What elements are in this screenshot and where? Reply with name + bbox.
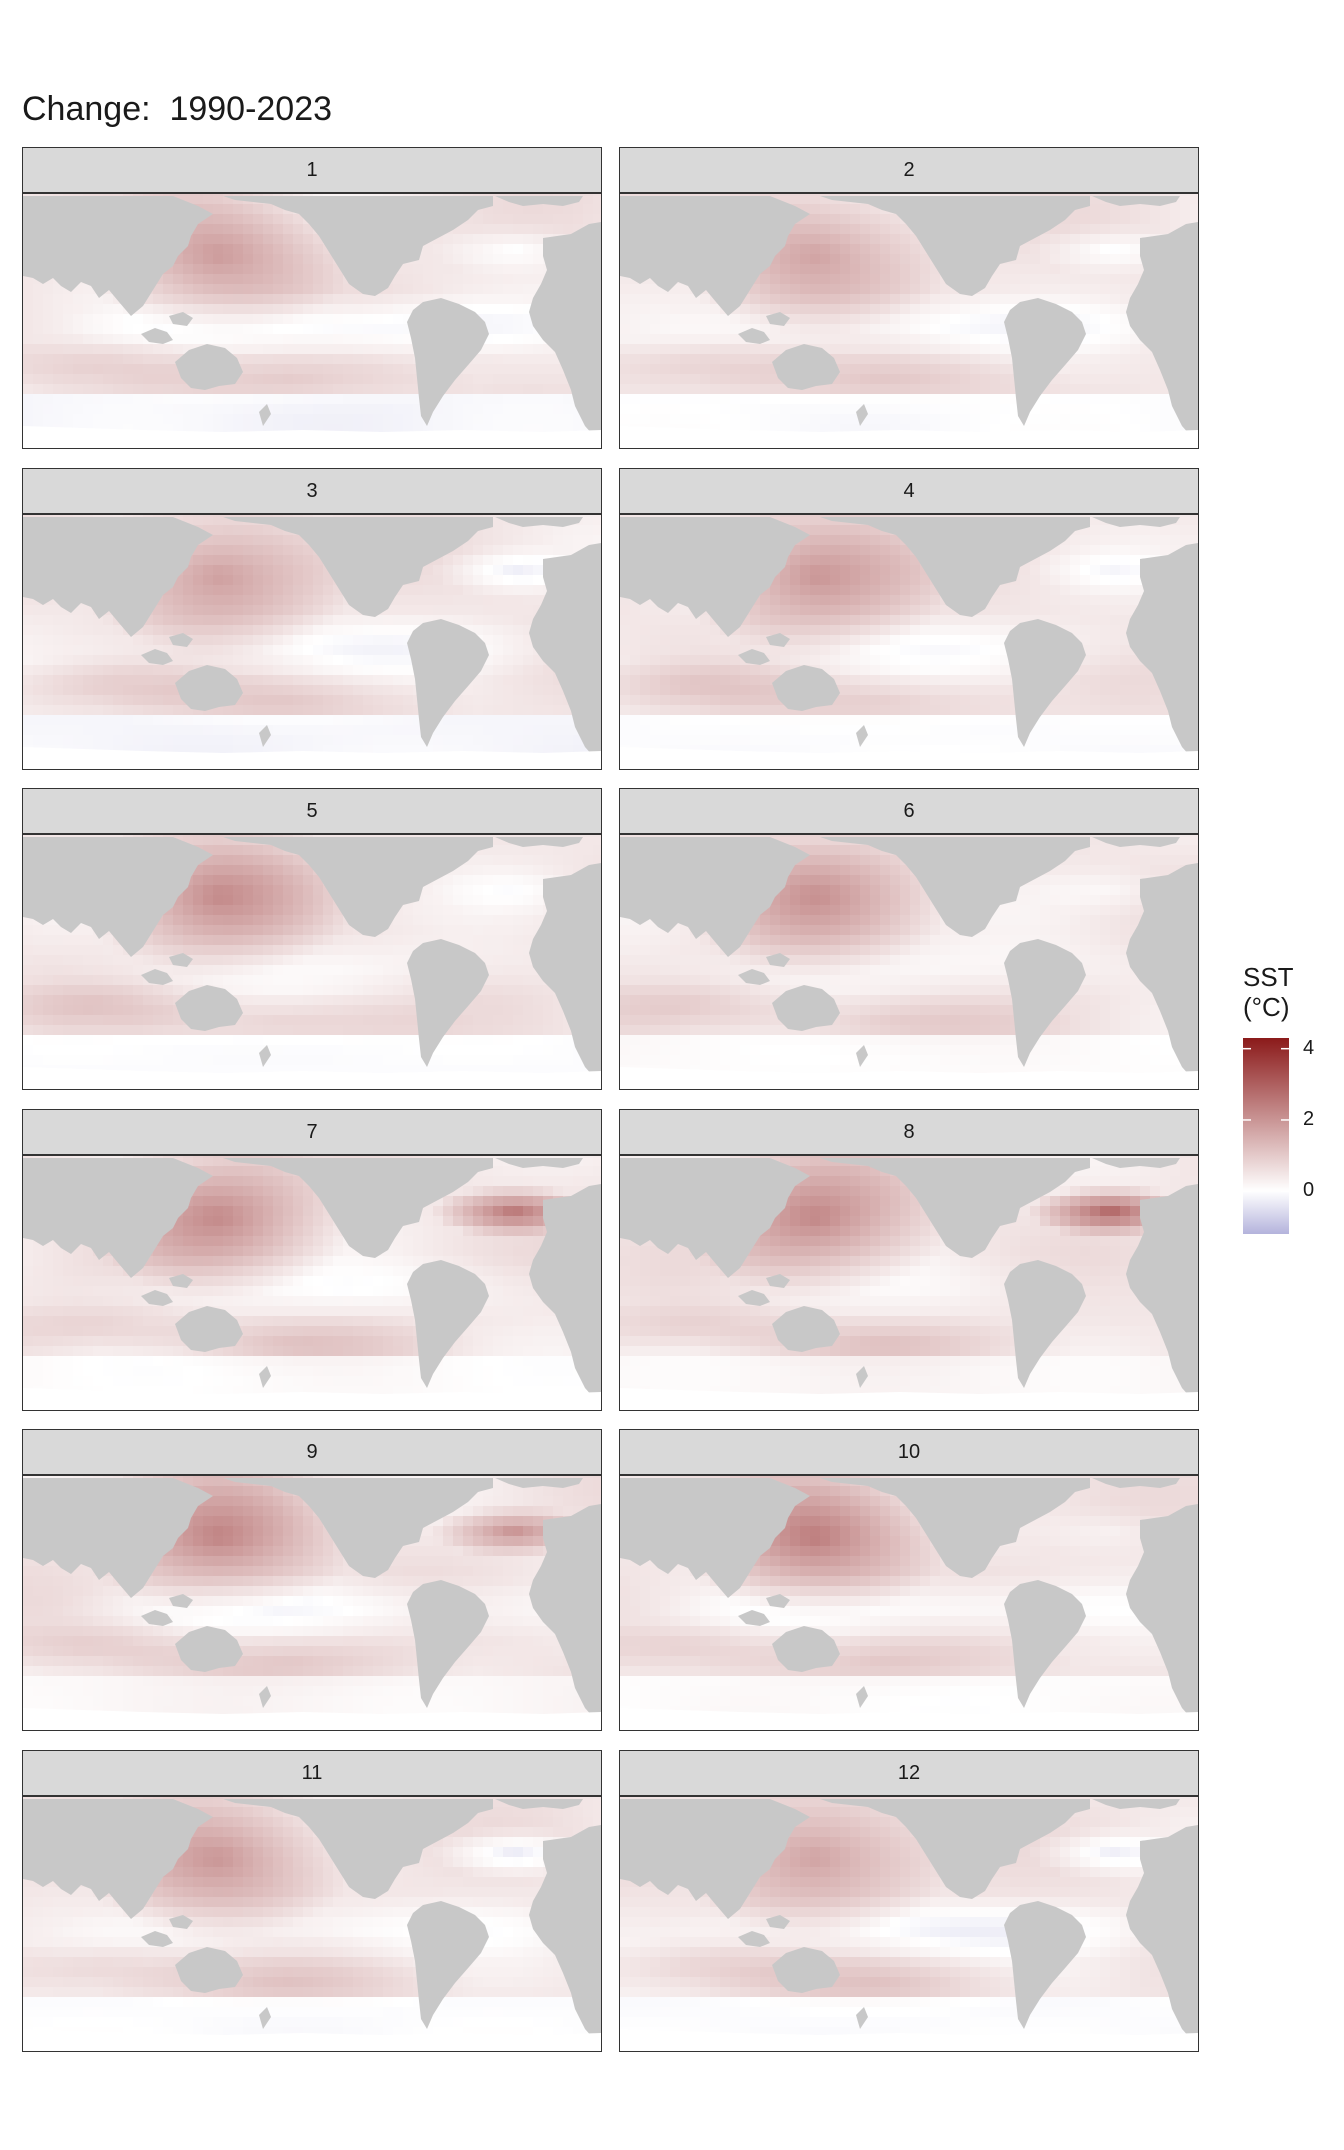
legend-title-line2: (°C): [1243, 992, 1290, 1022]
facet-strip-label: 1: [22, 147, 602, 193]
land-mask: [23, 1798, 601, 2051]
facet-strip-label: 5: [22, 788, 602, 834]
land-mask: [23, 837, 601, 1089]
facet-panel: 8: [619, 1108, 1199, 1411]
facet-strip-label: 12: [619, 1749, 1199, 1796]
facet-map: [619, 1154, 1199, 1411]
sst-map-svg: [23, 1796, 601, 2051]
sst-map-svg: [620, 194, 1198, 448]
facet-map: [22, 1795, 602, 2052]
land-mask: [620, 1157, 1198, 1410]
facet-map: [619, 193, 1199, 449]
facet-strip-label: 4: [619, 467, 1199, 514]
facet-panel: 10: [619, 1429, 1199, 1731]
sst-map-svg: [23, 835, 601, 1089]
land-mask: [23, 1157, 601, 1410]
facet-strip-label: 2: [619, 147, 1199, 193]
facet-strip-label: 9: [22, 1429, 602, 1475]
facet-panel: 3: [22, 467, 602, 770]
sst-map-svg: [23, 514, 601, 769]
legend: SST (°C) 4 2 0: [1243, 962, 1343, 1282]
facet-map: [22, 1154, 602, 1411]
legend-tick-label: 4: [1303, 1036, 1315, 1059]
facet-map: [619, 1795, 1199, 2052]
facet-map: [22, 834, 602, 1090]
facet-map: [22, 193, 602, 449]
legend-tick-label: 0: [1303, 1179, 1315, 1202]
sst-map-svg: [620, 1796, 1198, 2051]
facet-panel: 5: [22, 788, 602, 1090]
legend-gradient: [1243, 1038, 1289, 1234]
sst-map-svg: [23, 1476, 601, 1730]
sst-map-svg: [620, 514, 1198, 769]
facet-strip-label: 8: [619, 1108, 1199, 1155]
facet-panel: 7: [22, 1108, 602, 1411]
land-mask: [23, 196, 601, 448]
facet-panel: 9: [22, 1429, 602, 1731]
facet-panel: 12: [619, 1749, 1199, 2052]
facet-strip-label: 3: [22, 467, 602, 514]
facet-map: [22, 513, 602, 770]
land-mask: [620, 1478, 1198, 1730]
sst-map-svg: [23, 194, 601, 448]
facet-map: [22, 1475, 602, 1731]
sst-map-svg: [23, 1155, 601, 1410]
land-mask: [620, 1798, 1198, 2051]
facet-panel: 4: [619, 467, 1199, 770]
facet-panel: 2: [619, 147, 1199, 449]
sst-map-svg: [620, 1155, 1198, 1410]
land-mask: [23, 516, 601, 769]
facet-map: [619, 513, 1199, 770]
facet-panel: 11: [22, 1749, 602, 2052]
legend-tick-label: 2: [1303, 1107, 1315, 1130]
legend-title: SST (°C): [1243, 962, 1294, 1022]
legend-colorbar: [1243, 1038, 1289, 1234]
facet-panel: 6: [619, 788, 1199, 1090]
facet-panel: 1: [22, 147, 602, 449]
sst-map-svg: [620, 1476, 1198, 1730]
facet-strip-label: 11: [22, 1749, 602, 1796]
legend-title-line1: SST: [1243, 962, 1294, 992]
land-mask: [620, 196, 1198, 448]
land-mask: [23, 1478, 601, 1730]
facet-map: [619, 834, 1199, 1090]
sst-map-svg: [620, 835, 1198, 1089]
facet-strip-label: 7: [22, 1108, 602, 1155]
chart-title: Change: 1990-2023: [22, 90, 333, 128]
facet-strip-label: 6: [619, 788, 1199, 834]
land-mask: [620, 837, 1198, 1089]
land-mask: [620, 516, 1198, 769]
facet-map: [619, 1475, 1199, 1731]
facet-strip-label: 10: [619, 1429, 1199, 1475]
